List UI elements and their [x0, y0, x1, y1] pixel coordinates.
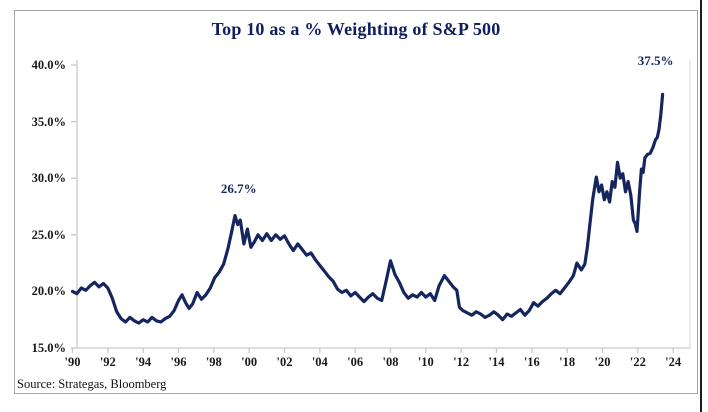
chart-title: Top 10 as a % Weighting of S&P 500	[211, 19, 501, 39]
x-tick-label: '16	[523, 355, 540, 369]
x-tick-label: '90	[64, 355, 81, 369]
x-tick-label: '96	[170, 355, 187, 369]
y-tick-label: 40.0%	[31, 58, 66, 72]
series-line	[70, 92, 665, 325]
peak-annotation: 26.7%	[220, 180, 257, 196]
x-tick-label: '94	[135, 355, 152, 369]
x-tick-label: '02	[276, 355, 293, 369]
y-tick-label: 30.0%	[31, 171, 66, 186]
x-tick-label: '00	[241, 355, 258, 369]
window-right-edge	[700, 0, 702, 412]
y-tick-label: 15.0%	[31, 341, 66, 355]
x-tick-label: '14	[488, 355, 505, 369]
x-tick-label: '98	[205, 355, 222, 369]
x-tick-label: '22	[629, 355, 646, 369]
x-tick-label: '92	[99, 355, 116, 369]
x-tick-label: '06	[347, 355, 364, 369]
source-note: Source: Strategas, Bloomberg	[17, 377, 167, 391]
x-tick-label: '08	[382, 355, 399, 369]
x-tick-label: '24	[665, 355, 682, 369]
x-tick-label: '04	[311, 355, 328, 369]
peak-annotation: 37.5%	[637, 53, 674, 69]
y-tick-label: 20.0%	[31, 284, 66, 299]
y-tick-label: 25.0%	[31, 227, 66, 242]
chart-frame	[14, 10, 698, 394]
x-tick-label: '10	[417, 355, 434, 369]
x-tick-label: '12	[453, 355, 470, 369]
x-tick-label: '20	[594, 355, 611, 369]
y-tick-label: 35.0%	[31, 114, 66, 129]
x-tick-label: '18	[559, 355, 576, 369]
